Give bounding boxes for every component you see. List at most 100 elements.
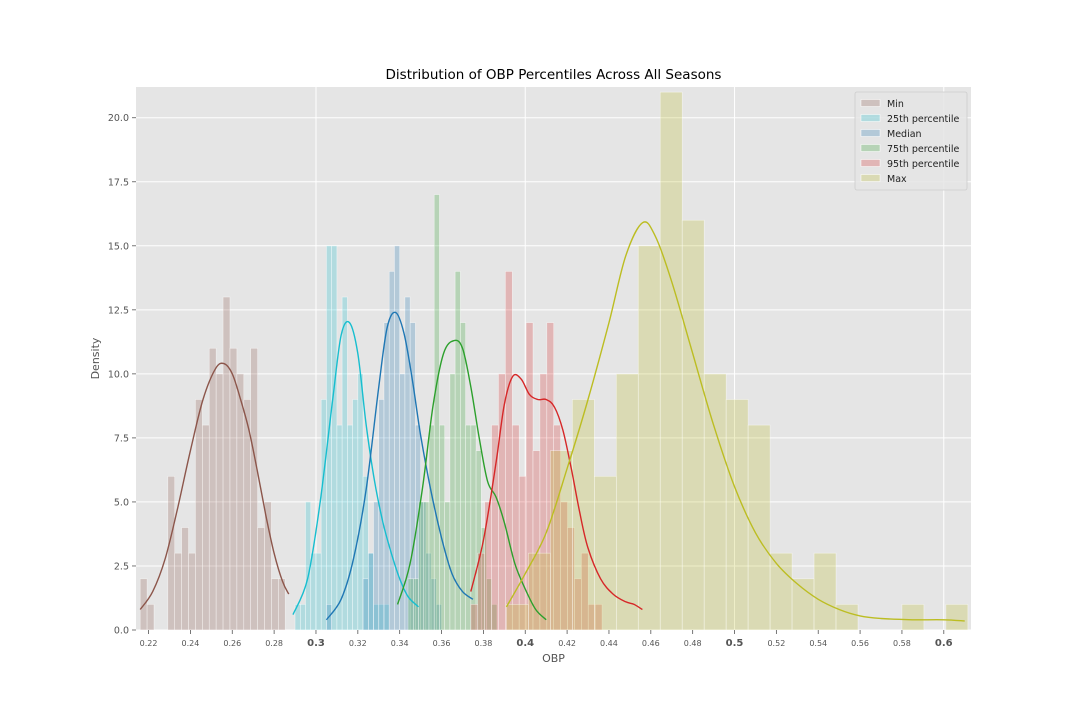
histogram-bar bbox=[174, 552, 182, 631]
histogram-bar bbox=[454, 271, 461, 631]
x-tick-label: 0.42 bbox=[558, 639, 576, 648]
histogram-bar bbox=[347, 424, 353, 631]
y-tick-label: 10.0 bbox=[108, 369, 129, 380]
histogram-bar bbox=[236, 373, 245, 631]
histogram-bar bbox=[373, 501, 380, 631]
legend-label: Max bbox=[887, 174, 907, 185]
axes: 0.0 2.5 5.0 7.5 10.0 12.5 15.0 17.5 20.0 0.22 0.24… bbox=[108, 113, 953, 649]
histogram-bar bbox=[407, 578, 414, 631]
x-tick-label: 0.32 bbox=[349, 639, 367, 648]
histogram-bar bbox=[615, 373, 639, 631]
legend: Min 25th percentile Median 75th percentile 9… bbox=[854, 91, 968, 191]
histogram-bar bbox=[835, 604, 859, 631]
legend-swatch bbox=[860, 99, 881, 107]
histogram-bar bbox=[681, 219, 705, 631]
histogram-bar bbox=[250, 347, 258, 631]
kde-curve bbox=[292, 320, 419, 615]
y-tick-label: 7.5 bbox=[114, 433, 129, 444]
x-tick-label: 0.5 bbox=[726, 638, 744, 649]
histogram-bar bbox=[315, 552, 322, 631]
histogram-bar bbox=[181, 527, 189, 631]
legend-box bbox=[854, 91, 968, 191]
histogram-bar bbox=[257, 527, 265, 631]
histogram-bar bbox=[769, 552, 793, 631]
legend-label: Min bbox=[887, 99, 904, 110]
histogram-bar bbox=[511, 424, 520, 631]
x-tick-label: 0.28 bbox=[265, 639, 283, 648]
histogram-bar bbox=[659, 91, 683, 631]
x-tick-label: 0.46 bbox=[642, 639, 660, 648]
x-tick-label: 0.38 bbox=[474, 639, 492, 648]
y-tick-label: 12.5 bbox=[108, 305, 129, 316]
histogram-bar bbox=[310, 552, 317, 631]
histogram-bar bbox=[357, 373, 364, 631]
legend-swatch bbox=[860, 159, 881, 167]
chart-title: Distribution of OBP Percentiles Across A… bbox=[386, 67, 722, 83]
histogram-bar bbox=[813, 552, 837, 631]
histogram-bar bbox=[433, 194, 440, 631]
histogram-bar bbox=[229, 347, 238, 631]
x-tick-label: 0.52 bbox=[767, 639, 785, 648]
histogram-bar bbox=[167, 476, 176, 631]
histogram-bar bbox=[367, 552, 374, 631]
histogram-bar bbox=[901, 604, 925, 631]
histogram-bar bbox=[362, 578, 369, 631]
legend-label: 75th percentile bbox=[887, 144, 960, 155]
histogram-bar bbox=[460, 322, 466, 631]
histogram-bar bbox=[215, 373, 224, 631]
histogram-bar bbox=[202, 424, 210, 631]
x-tick-label: 0.56 bbox=[851, 639, 869, 648]
x-tick-label: 0.3 bbox=[307, 638, 325, 649]
histogram-bar bbox=[550, 450, 573, 631]
y-tick-label: 15.0 bbox=[108, 241, 129, 252]
histogram-bar bbox=[208, 347, 217, 631]
x-tick-label: 0.22 bbox=[140, 639, 158, 648]
kde-curve bbox=[505, 221, 965, 622]
histogram-bar bbox=[747, 424, 771, 631]
histogram-bar bbox=[222, 296, 231, 631]
histogram-bar bbox=[146, 604, 155, 631]
histogram-bar bbox=[264, 501, 272, 631]
x-tick-label: 0.26 bbox=[223, 639, 241, 648]
histogram-bar bbox=[418, 501, 425, 631]
x-tick-label: 0.58 bbox=[893, 639, 911, 648]
legend-label: 95th percentile bbox=[887, 159, 960, 170]
histogram-bar bbox=[331, 245, 338, 631]
y-tick-label: 17.5 bbox=[108, 177, 129, 188]
legend-swatch bbox=[860, 114, 881, 122]
x-tick-label: 0.4 bbox=[516, 638, 534, 649]
histogram-bar bbox=[195, 399, 203, 631]
histogram-bar bbox=[320, 399, 327, 631]
histogram-bar bbox=[449, 373, 456, 631]
y-axis-label: Density bbox=[89, 337, 102, 379]
y-tick-label: 5.0 bbox=[114, 497, 129, 508]
legend-label: 25th percentile bbox=[887, 114, 960, 125]
histogram-bar bbox=[594, 476, 617, 631]
histogram-bar bbox=[477, 552, 485, 631]
histogram-bar bbox=[945, 604, 969, 631]
histogram-bar bbox=[383, 322, 390, 631]
x-tick-label: 0.36 bbox=[433, 639, 451, 648]
histogram-bar bbox=[352, 399, 359, 631]
kde-curve bbox=[139, 362, 290, 610]
x-tick-label: 0.24 bbox=[182, 639, 200, 648]
histogram-bar bbox=[498, 373, 506, 631]
x-tick-label: 0.6 bbox=[935, 638, 953, 649]
x-tick-label: 0.48 bbox=[684, 639, 702, 648]
legend-label: Median bbox=[887, 129, 922, 140]
histogram-bar bbox=[791, 578, 815, 631]
kde-curve bbox=[470, 373, 643, 611]
histogram-bar bbox=[299, 604, 306, 631]
histogram-bar bbox=[271, 578, 279, 631]
histogram-bar bbox=[572, 399, 595, 631]
y-tick-label: 2.5 bbox=[114, 561, 129, 572]
histogram-bar bbox=[465, 424, 472, 631]
histogram-bar bbox=[388, 271, 395, 631]
kde-curve bbox=[396, 339, 547, 621]
legend-swatch bbox=[860, 174, 881, 182]
histogram-bar bbox=[703, 373, 727, 631]
histogram-bar bbox=[341, 296, 348, 631]
x-tick-label: 0.34 bbox=[391, 639, 409, 648]
